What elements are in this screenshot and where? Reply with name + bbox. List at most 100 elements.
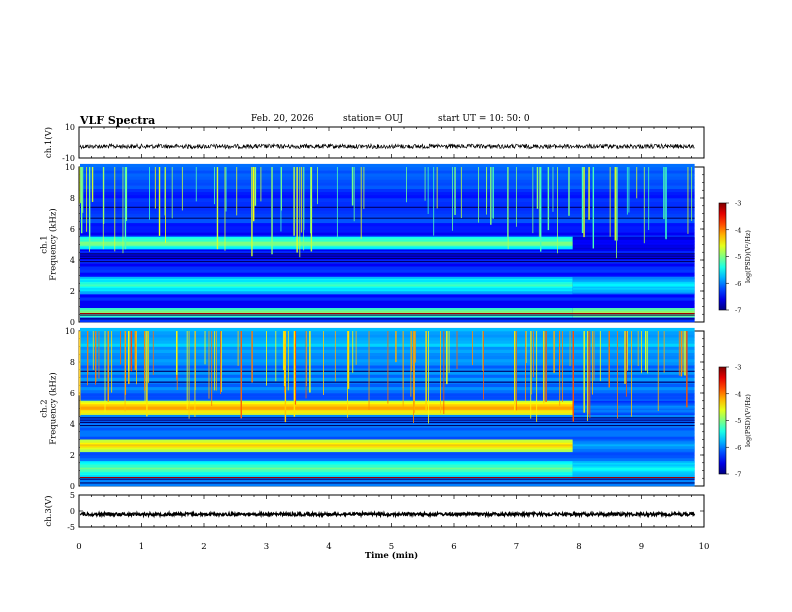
x-tick-label: 1 [139, 542, 144, 552]
band-segment [80, 467, 573, 470]
band-segment [80, 281, 573, 284]
band-segment [572, 464, 695, 467]
band-segment [80, 413, 573, 415]
band-segment [80, 247, 573, 250]
spectrum-row [80, 358, 695, 363]
band-segment [572, 238, 695, 241]
spectrum-row [80, 334, 695, 338]
spectrum-row [80, 436, 695, 440]
spectrum-row [80, 222, 695, 227]
band-segment [80, 309, 573, 312]
x-tick-label: 4 [326, 542, 331, 552]
y-tick-label: 5 [70, 491, 75, 500]
band-segment [572, 311, 695, 313]
y-tick-label: 0 [70, 507, 75, 516]
spectrum-row [80, 173, 695, 177]
spectrum-row [80, 188, 695, 193]
spectrum-row [80, 368, 695, 372]
band-segment [572, 468, 695, 471]
band-segment [572, 277, 695, 279]
band-segment [572, 400, 695, 403]
chart-start-time: start UT = 10: 50: 0 [438, 114, 530, 124]
band-segment [572, 244, 695, 247]
band-segment [80, 470, 573, 473]
band-segment [572, 278, 695, 281]
band-segment [80, 410, 573, 412]
band-segment [572, 450, 695, 453]
band-segment [80, 280, 573, 282]
panel-ch2-spectrogram: 0 2 4 6 8 10 ch.2 Frequency (kHz) -3 -4 -5 -6 -7 log(… [40, 327, 753, 491]
spectrum-row [80, 343, 695, 347]
band-segment [572, 442, 695, 445]
ch1-spectrogram-ylabel: Frequency (kHz) [48, 208, 59, 280]
band-segment [80, 242, 573, 245]
spectrum-row [80, 182, 695, 186]
band-segment [572, 439, 695, 442]
band-segment [572, 309, 695, 312]
y-tick-label: 10 [65, 327, 75, 336]
spectrum-row [80, 185, 695, 189]
band-segment [80, 292, 573, 295]
band-segment [80, 462, 573, 465]
spectrum-row [80, 349, 695, 353]
colorbar-tick-label: -7 [735, 471, 741, 479]
y-tick-label: 2 [70, 451, 75, 460]
band-segment [80, 465, 573, 468]
colorbar-tick-label: -4 [735, 226, 741, 234]
band-segment [572, 315, 695, 318]
band-segment [572, 411, 695, 414]
colorbar-tick-label: -7 [735, 307, 741, 315]
band-segment [572, 308, 695, 310]
band-segment [572, 291, 695, 293]
spectrum-row [80, 266, 695, 270]
spectrum-row [80, 362, 695, 366]
band-segment [80, 278, 573, 281]
spectrum-row [80, 371, 695, 375]
band-segment [80, 246, 573, 248]
band-segment [572, 280, 695, 282]
colorbar-tick-label: -4 [735, 390, 741, 398]
y-tick-label: 0 [70, 482, 75, 491]
y-tick-label: 8 [70, 358, 75, 367]
band-segment [80, 408, 573, 411]
y-tick-label: 4 [70, 256, 75, 265]
band-segment [80, 441, 573, 443]
spectrum-row [80, 352, 695, 357]
spectrum-row [80, 232, 695, 236]
spectrum-row [80, 269, 695, 273]
ch2-spectrogram-ylabel: Frequency (kHz) [48, 372, 59, 444]
spectrum-row [80, 198, 695, 202]
band-segment [80, 405, 573, 408]
spectrum-row [80, 393, 695, 397]
band-segment [80, 402, 573, 405]
y-tick-label: 0 [70, 318, 75, 327]
chart-title: VLF Spectra [80, 114, 156, 127]
band-segment [572, 445, 695, 448]
x-tick-label: 3 [264, 542, 269, 552]
spectrum-row [80, 163, 695, 168]
band-segment [80, 403, 573, 406]
band-segment [572, 292, 695, 295]
spectrum-row [80, 194, 695, 199]
band-segment [80, 468, 573, 471]
y-tick-label: 6 [70, 389, 75, 398]
x-tick-label: 2 [201, 542, 206, 552]
band-segment [572, 410, 695, 412]
spectrum-row [80, 414, 695, 419]
band-segment [80, 448, 573, 451]
ch1-spectrogram-colorbar [718, 202, 727, 311]
band-segment [80, 236, 573, 239]
spectrum-row [80, 176, 695, 180]
spectrum-row [80, 250, 695, 255]
spectrum-row [80, 346, 695, 350]
y-tick-label: -5 [67, 523, 75, 532]
band-segment [80, 291, 573, 293]
band-segment [572, 246, 695, 248]
x-tick-label: 6 [451, 542, 456, 552]
band-segment [80, 284, 573, 287]
colorbar-tick-label: -3 [735, 200, 741, 208]
band-segment [80, 450, 573, 453]
band-segment [80, 238, 573, 241]
spectrum-row [80, 377, 695, 381]
y-tick-label: 10 [65, 163, 75, 172]
